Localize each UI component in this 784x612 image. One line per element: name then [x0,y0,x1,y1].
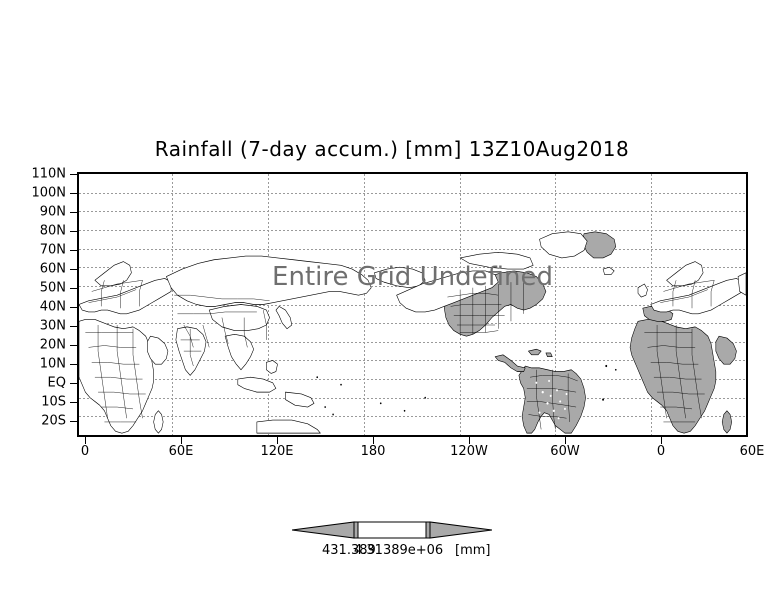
colorbar-tick-label-high: 4.31389e+06 [354,543,444,558]
y-tick-label-70N: 70N [39,242,66,258]
colorbar-units-label: [mm] [455,543,491,558]
x-tick-label-0-b: 0 [656,444,666,459]
world-map [79,231,746,434]
map-plot-area[interactable] [77,172,748,437]
y-tick-mark [70,250,77,251]
x-tick-label-120W: 120W [450,444,488,459]
x-tick-mark [565,437,566,444]
y-tick-mark [70,193,77,194]
x-tick-mark [661,437,662,444]
colorbar[interactable]: 431.389 4.31389e+06 [mm] [292,518,492,564]
x-tick-label-120E: 120E [260,444,294,459]
y-tick-label-40N: 40N [39,299,66,315]
y-tick-mark [70,269,77,270]
y-tick-mark [70,345,77,346]
colorbar-segment-low [353,521,359,539]
x-tick-label-180: 180 [360,444,386,459]
x-tick-label-60E-b: 60E [739,444,765,459]
colorbar-arrow-right [429,521,492,539]
y-tick-mark [70,231,77,232]
y-tick-label-90N: 90N [39,204,66,220]
y-tick-mark [70,212,77,213]
colorbar-segment-mid [357,521,427,539]
y-tick-mark [70,288,77,289]
x-axis: 0 60E 120E 180 120W 60W 0 60E [0,444,784,468]
y-tick-label-80N: 80N [39,223,66,239]
y-tick-label-10S: 10S [41,394,66,410]
map-plot-inner [79,174,746,435]
y-tick-label-60N: 60N [39,261,66,277]
x-tick-mark [469,437,470,444]
y-tick-mark [70,402,77,403]
x-tick-label-60E: 60E [168,444,194,459]
x-tick-mark [181,437,182,444]
x-tick-mark [373,437,374,444]
y-tick-mark [70,174,77,175]
y-tick-label-20N: 20N [39,337,66,353]
colorbar-segment-high [425,521,431,539]
y-tick-label-100N: 100N [31,185,66,201]
y-tick-mark [70,307,77,308]
y-tick-label-50N: 50N [39,280,66,296]
y-tick-mark [70,364,77,365]
colorbar-graphic [292,521,492,539]
y-tick-label-30N: 30N [39,318,66,334]
page-title: Rainfall (7-day accum.) [mm] 13Z10Aug201… [154,137,630,161]
colorbar-arrow-left [292,521,355,539]
y-tick-mark [70,383,77,384]
x-tick-label-0: 0 [80,444,90,459]
y-tick-mark [70,326,77,327]
colorbar-tick-label-low: 431.389 [322,543,376,558]
y-tick-label-10N: 10N [39,356,66,372]
x-tick-mark [277,437,278,444]
y-axis: 110N 100N 90N 80N 70N 60N 50N 40N 30N 20… [0,167,77,437]
y-tick-label-110N: 110N [31,166,66,182]
x-tick-label-60W: 60W [550,444,580,459]
colorbar-labels: 431.389 4.31389e+06 [mm] [292,543,492,563]
y-tick-mark [70,421,77,422]
x-tick-mark [85,437,86,444]
y-tick-label-EQ: EQ [47,375,66,391]
y-tick-label-20S: 20S [41,413,66,429]
